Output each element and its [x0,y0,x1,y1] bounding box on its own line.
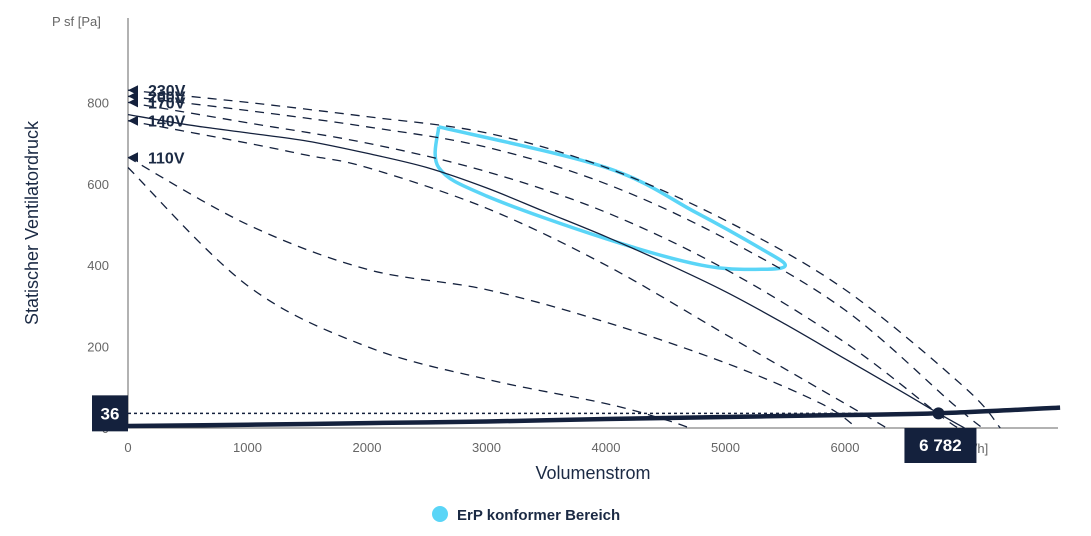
y-tick-label: 200 [87,340,109,355]
y-unit-label: P sf [Pa] [52,14,101,29]
operating-point-y-value: 36 [101,404,120,423]
x-tick-label: 5000 [711,440,740,455]
voltage-curve-line [127,120,888,429]
operating-point-y-badge [92,395,128,432]
x-tick-label: 3000 [472,440,501,455]
voltage-label: 170V [148,95,186,112]
voltage-marker [128,115,138,126]
legend-label-erp[interactable]: ErP konformer Bereich [457,507,620,524]
axes: P sf [Pa] Statischer Ventilatordruck Vol… [22,14,1058,483]
operating-point-marker[interactable] [932,407,945,420]
legend-swatch-erp[interactable] [432,506,448,522]
x-tick-label: 1000 [233,440,262,455]
legend: ErP konformer Bereich [432,506,620,524]
x-tick-label: 2000 [353,440,382,455]
voltage-marker [128,97,138,108]
y-tick-label: 800 [87,95,109,110]
voltage-curve-line [127,95,983,429]
voltage-curve-line [127,89,1001,429]
voltage-curve-line [127,101,959,429]
voltage-label: 200V [148,89,186,106]
voltage-label: 230V [148,83,186,100]
y-axis-title: Statischer Ventilatordruck [22,120,42,325]
operating-point-x-badge [904,428,977,463]
voltage-marker [128,152,138,163]
voltage-curve-line [127,156,858,429]
main-curves [127,113,1061,429]
x-tick-label: 4000 [592,440,621,455]
voltage-label: 110V [148,150,185,167]
x-tick-label: 0 [124,440,131,455]
erp-region-outline [433,125,788,272]
x-axis-title: Volumenstrom [535,463,650,483]
operating-point-x-value: 6 782 [919,436,962,455]
erp-region [433,125,788,272]
system-curve [127,405,1061,429]
y-tick-label: 600 [87,177,109,192]
operating-point-group: 36 6 782 [92,395,977,463]
voltage-label: 140V [148,114,186,131]
x-ticks: 0 1000 2000 3000 4000 5000 6000 [124,440,859,455]
y-tick-label: 400 [87,258,109,273]
characteristic-curve [127,113,965,429]
x-tick-label: 6000 [831,440,860,455]
